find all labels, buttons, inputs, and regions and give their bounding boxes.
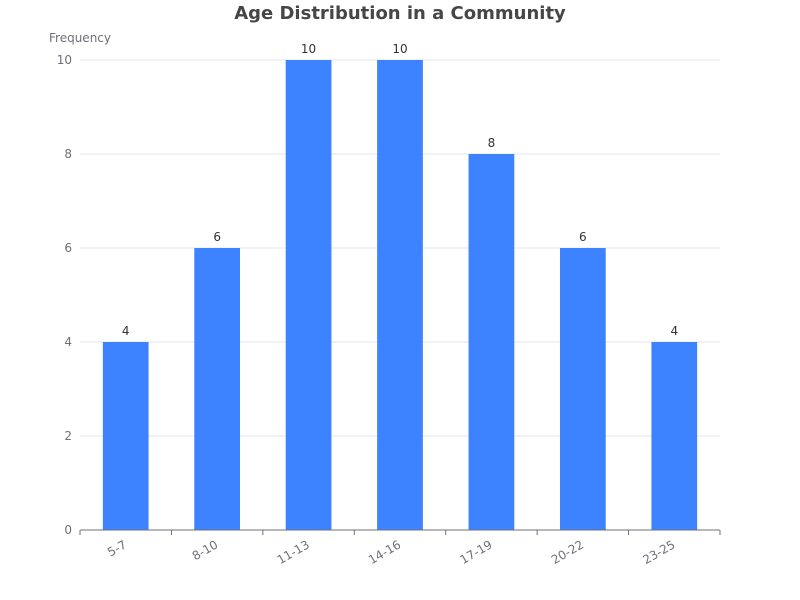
y-tick-label: 4	[64, 335, 72, 349]
x-tick-label: 20-22	[549, 538, 586, 568]
y-axis-ticks: 0 2 4 6 8 10	[57, 53, 72, 537]
data-label-14-16: 10	[392, 42, 407, 56]
bar-8-10[interactable]	[194, 248, 240, 530]
data-labels: 4 6 10 10 8 6 4	[122, 42, 678, 338]
data-label-23-25: 4	[670, 324, 678, 338]
y-tick-label: 6	[64, 241, 72, 255]
y-tick-label: 10	[57, 53, 72, 67]
bar-14-16[interactable]	[377, 60, 423, 530]
x-tick-label: 17-19	[457, 538, 494, 568]
data-label-11-13: 10	[301, 42, 316, 56]
data-label-5-7: 4	[122, 324, 130, 338]
bar-5-7[interactable]	[102, 342, 149, 530]
x-tick-label: 8-10	[190, 538, 221, 564]
data-label-8-10: 6	[213, 230, 221, 244]
bars	[102, 60, 698, 530]
bar-20-22[interactable]	[560, 248, 606, 530]
bar-11-13[interactable]	[285, 60, 332, 530]
bar-17-19[interactable]	[468, 154, 515, 530]
x-tick-label: 11-13	[275, 538, 312, 568]
y-tick-label: 2	[64, 429, 72, 443]
x-tick-label: 14-16	[366, 538, 403, 568]
x-axis: 5-7 8-10 11-13 14-16 17-19 20-22 23-25	[79, 529, 721, 568]
data-label-17-19: 8	[488, 136, 496, 150]
x-tick-label: 5-7	[105, 538, 129, 560]
bar-23-25[interactable]	[651, 342, 698, 530]
x-tick-label: 23-25	[640, 538, 677, 568]
chart-title: Age Distribution in a Community	[234, 3, 566, 24]
y-tick-label: 0	[64, 523, 72, 537]
data-label-20-22: 6	[579, 230, 587, 244]
y-tick-label: 8	[64, 147, 72, 161]
y-axis-title: Frequency	[49, 31, 111, 45]
